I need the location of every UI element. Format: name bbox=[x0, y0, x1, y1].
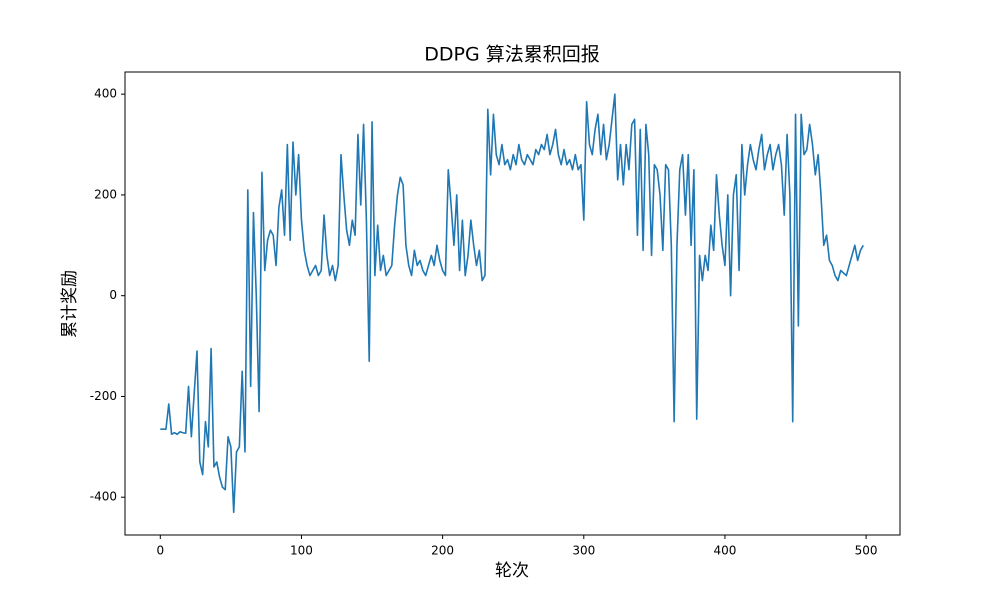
x-tick-label: 0 bbox=[156, 544, 164, 558]
y-axis-label: 累计奖励 bbox=[60, 270, 80, 338]
x-tick-label: 200 bbox=[431, 544, 454, 558]
x-tick-label: 400 bbox=[714, 544, 737, 558]
y-tick-label: 0 bbox=[109, 288, 117, 302]
x-axis-label: 轮次 bbox=[495, 561, 529, 581]
chart-title: DDPG 算法累积回报 bbox=[424, 44, 599, 66]
y-tick-label: 200 bbox=[94, 187, 117, 201]
y-tick-label: -200 bbox=[90, 389, 117, 403]
y-tick-label: 400 bbox=[94, 87, 117, 101]
x-tick-label: 300 bbox=[572, 544, 595, 558]
plot-frame bbox=[124, 71, 901, 536]
x-tick-label: 100 bbox=[290, 544, 313, 558]
series-line bbox=[160, 93, 864, 514]
y-tick-label: -400 bbox=[90, 490, 117, 504]
x-tick-label: 500 bbox=[855, 544, 878, 558]
